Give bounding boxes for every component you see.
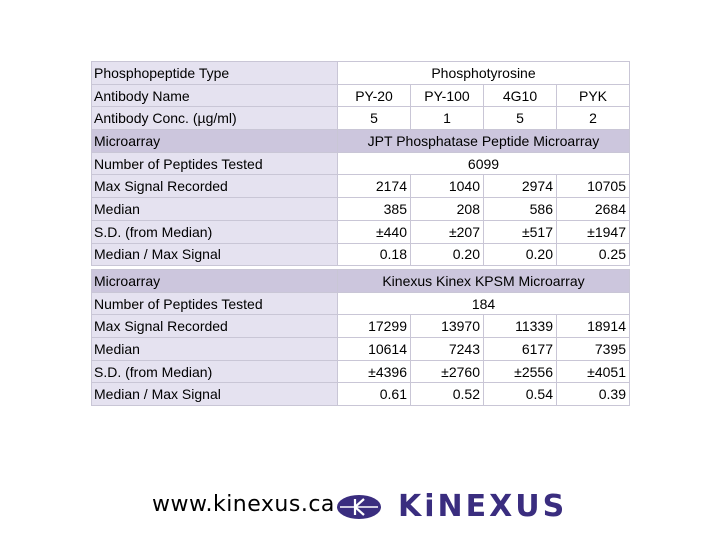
value-cell: 7395 (556, 337, 630, 361)
value-cell: 6177 (483, 337, 557, 361)
table-row: S.D. (from Median) ±440 ±207 ±517 ±1947 (91, 219, 630, 244)
row-label: Microarray (91, 129, 338, 153)
table-row: Max Signal Recorded 2174 1040 2974 10705 (91, 174, 630, 199)
value-cell: 10705 (556, 174, 630, 199)
table-row: S.D. (from Median) ±4396 ±2760 ±2556 ±40… (91, 359, 630, 384)
row-label: Microarray (91, 269, 338, 293)
value-cell: 385 (337, 197, 411, 221)
table-row: Max Signal Recorded 17299 13970 11339 18… (91, 314, 630, 339)
row-label: Median (91, 337, 338, 361)
table-row: Microarray Kinexus Kinex KPSM Microarray (91, 269, 630, 293)
table-row: Antibody Conc. (µg/ml) 5 1 5 2 (91, 106, 630, 131)
table-row: Number of Peptides Tested 184 (91, 291, 630, 316)
table-row: Antibody Name PY-20 PY-100 4G10 PYK (91, 83, 630, 108)
row-label: Median (91, 197, 338, 221)
value-cell: 0.52 (410, 382, 484, 407)
value-cell: 208 (410, 197, 484, 221)
kinexus-brand-logo: KiNEXUS (398, 489, 568, 524)
antibody-name-cell: PY-20 (337, 83, 411, 108)
row-label: Antibody Name (91, 83, 338, 108)
phosphopeptide-type-value: Phosphotyrosine (337, 61, 630, 85)
value-cell: 0.20 (483, 242, 557, 267)
row-label: Antibody Conc. (µg/ml) (91, 106, 338, 131)
row-label: Median / Max Signal (91, 242, 338, 267)
table-row: Median 10614 7243 6177 7395 (91, 337, 630, 361)
antibody-comparison-table: Phosphopeptide Type Phosphotyrosine Anti… (91, 61, 630, 267)
value-cell: 17299 (337, 314, 411, 339)
row-label: Number of Peptides Tested (91, 291, 338, 316)
value-cell: 2684 (556, 197, 630, 221)
value-cell: ±207 (410, 219, 484, 244)
footer: www.kinexus.ca KiNEXUS (0, 488, 720, 528)
row-label: Number of Peptides Tested (91, 151, 338, 176)
value-cell: 0.61 (337, 382, 411, 407)
value-cell: 1040 (410, 174, 484, 199)
value-cell: 7243 (410, 337, 484, 361)
value-cell: 18914 (556, 314, 630, 339)
peptides-tested-value: 184 (337, 291, 630, 316)
value-cell: 10614 (337, 337, 411, 361)
value-cell: ±517 (483, 219, 557, 244)
row-label: S.D. (from Median) (91, 359, 338, 384)
antibody-name-cell: PY-100 (410, 83, 484, 108)
value-cell: 2974 (483, 174, 557, 199)
kinexus-microarray-table: Microarray Kinexus Kinex KPSM Microarray… (91, 269, 630, 407)
value-cell: 0.39 (556, 382, 630, 407)
table-row: Number of Peptides Tested 6099 (91, 151, 630, 176)
value-cell: ±2556 (483, 359, 557, 384)
value-cell: ±4396 (337, 359, 411, 384)
row-label: Max Signal Recorded (91, 174, 338, 199)
concentration-cell: 5 (483, 106, 557, 131)
row-label: Phosphopeptide Type (91, 61, 338, 85)
value-cell: 2174 (337, 174, 411, 199)
table-row: Phosphopeptide Type Phosphotyrosine (91, 61, 630, 85)
antibody-name-cell: 4G10 (483, 83, 557, 108)
microarray-name: JPT Phosphatase Peptide Microarray (337, 129, 630, 153)
row-label: Median / Max Signal (91, 382, 338, 407)
value-cell: ±4051 (556, 359, 630, 384)
row-label: Max Signal Recorded (91, 314, 338, 339)
website-url: www.kinexus.ca (152, 492, 335, 517)
value-cell: ±440 (337, 219, 411, 244)
table-row: Microarray JPT Phosphatase Peptide Micro… (91, 129, 630, 153)
table-row: Median / Max Signal 0.61 0.52 0.54 0.39 (91, 382, 630, 407)
table-row: Median / Max Signal 0.18 0.20 0.20 0.25 (91, 242, 630, 267)
value-cell: ±2760 (410, 359, 484, 384)
value-cell: 11339 (483, 314, 557, 339)
antibody-name-cell: PYK (556, 83, 630, 108)
peptides-tested-value: 6099 (337, 151, 630, 176)
concentration-cell: 1 (410, 106, 484, 131)
concentration-cell: 2 (556, 106, 630, 131)
microarray-name: Kinexus Kinex KPSM Microarray (337, 269, 630, 293)
value-cell: 586 (483, 197, 557, 221)
value-cell: 0.18 (337, 242, 411, 267)
value-cell: ±1947 (556, 219, 630, 244)
kinexus-logo-icon (337, 495, 381, 519)
value-cell: 13970 (410, 314, 484, 339)
value-cell: 0.25 (556, 242, 630, 267)
row-label: S.D. (from Median) (91, 219, 338, 244)
table-row: Median 385 208 586 2684 (91, 197, 630, 221)
value-cell: 0.54 (483, 382, 557, 407)
concentration-cell: 5 (337, 106, 411, 131)
value-cell: 0.20 (410, 242, 484, 267)
